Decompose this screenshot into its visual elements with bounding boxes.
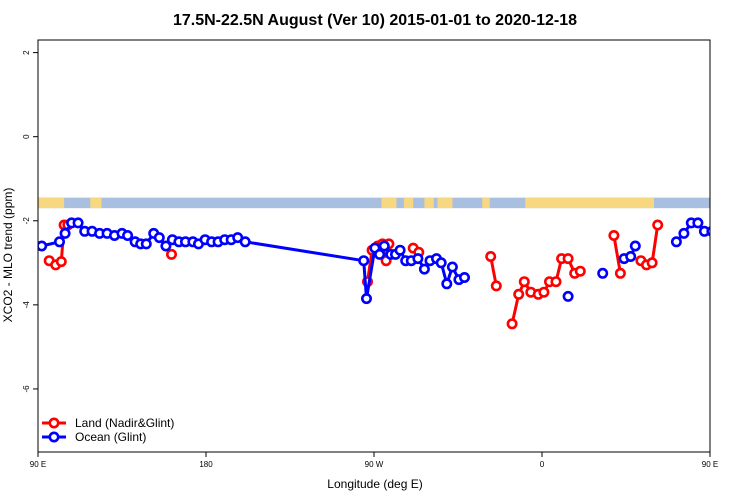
data-point bbox=[692, 217, 704, 229]
data-point bbox=[722, 229, 730, 237]
data-point bbox=[55, 256, 67, 268]
series-land bbox=[43, 219, 664, 330]
series-line bbox=[612, 235, 622, 274]
land-segment bbox=[90, 197, 102, 209]
data-point bbox=[360, 293, 372, 305]
data-point bbox=[597, 267, 609, 279]
data-point bbox=[735, 231, 743, 239]
data-point bbox=[714, 229, 722, 237]
y-axis-label: XCO2 - MLO trend (ppm) bbox=[1, 188, 15, 323]
data-point bbox=[646, 257, 658, 269]
data-point bbox=[38, 240, 48, 252]
data-point bbox=[239, 236, 251, 248]
data-point bbox=[670, 236, 682, 248]
data-point bbox=[72, 217, 84, 229]
y-tick-label: -6 bbox=[22, 385, 31, 393]
data-point bbox=[550, 276, 562, 288]
land-segment bbox=[381, 197, 397, 209]
x-axis: 90 E 180 90 W 0 90 E bbox=[30, 452, 718, 469]
y-tick-label: -4 bbox=[22, 301, 31, 309]
legend-entry-land: Land (Nadir&Glint) bbox=[42, 416, 174, 430]
data-point bbox=[374, 248, 386, 260]
data-point bbox=[378, 240, 390, 252]
legend-marker-ocean bbox=[48, 431, 60, 443]
data-point bbox=[741, 227, 749, 235]
data-point bbox=[608, 230, 620, 242]
data-point bbox=[513, 288, 525, 300]
data-point bbox=[59, 227, 71, 239]
land-mask-band bbox=[38, 197, 710, 209]
legend-entry-ocean: Ocean (Glint) bbox=[42, 430, 146, 444]
data-point bbox=[53, 236, 65, 248]
data-point bbox=[166, 248, 178, 260]
data-point bbox=[574, 265, 586, 277]
data-point bbox=[160, 240, 172, 252]
data-point bbox=[458, 271, 470, 283]
legend-marker-land bbox=[48, 417, 60, 429]
data-point bbox=[122, 230, 134, 242]
data-point bbox=[625, 251, 637, 263]
land-segment bbox=[403, 197, 414, 209]
chart-title: 17.5N-22.5N August (Ver 10) 2015-01-01 t… bbox=[173, 12, 577, 29]
data-point bbox=[629, 240, 641, 252]
data-point bbox=[706, 226, 710, 237]
x-tick-label: 180 bbox=[199, 460, 213, 469]
data-point bbox=[562, 253, 574, 265]
data-point bbox=[446, 261, 458, 273]
data-point bbox=[140, 238, 152, 250]
x-tick-label: 90 E bbox=[30, 460, 46, 469]
data-point bbox=[418, 263, 430, 275]
data-point bbox=[490, 280, 502, 292]
data-point bbox=[728, 229, 736, 237]
y-tick-label: 0 bbox=[22, 134, 31, 139]
land-segment bbox=[437, 197, 453, 209]
y-axis: 2 0 -2 -4 -6 bbox=[22, 50, 38, 393]
data-point bbox=[518, 276, 530, 288]
data-point bbox=[485, 251, 497, 263]
legend-label-land: Land (Nadir&Glint) bbox=[75, 416, 174, 430]
data-point bbox=[435, 257, 447, 269]
land-segment bbox=[525, 197, 654, 209]
x-tick-label: 90 E bbox=[702, 460, 718, 469]
data-point bbox=[358, 255, 370, 267]
land-segment bbox=[424, 197, 434, 209]
ocean-band bbox=[38, 197, 710, 209]
land-segment bbox=[482, 197, 490, 209]
data-point bbox=[153, 232, 165, 244]
x-tick-label: 0 bbox=[540, 460, 545, 469]
x-tick-label: 90 W bbox=[365, 460, 384, 469]
data-point bbox=[441, 278, 453, 290]
data-point bbox=[394, 244, 406, 256]
data-point bbox=[412, 253, 424, 265]
legend: Land (Nadir&Glint) Ocean (Glint) bbox=[42, 416, 174, 444]
data-point bbox=[678, 227, 690, 239]
series-layer bbox=[38, 217, 749, 330]
legend-label-ocean: Ocean (Glint) bbox=[75, 430, 146, 444]
y-tick-label: -2 bbox=[22, 217, 31, 225]
data-point bbox=[538, 286, 550, 298]
land-segment bbox=[38, 197, 65, 209]
data-point bbox=[652, 219, 664, 231]
series-ocean bbox=[38, 217, 749, 305]
data-point bbox=[506, 318, 518, 330]
data-point bbox=[614, 267, 626, 279]
y-tick-label: 2 bbox=[22, 50, 31, 55]
data-point bbox=[562, 290, 574, 302]
x-axis-label: Longitude (deg E) bbox=[327, 477, 422, 491]
